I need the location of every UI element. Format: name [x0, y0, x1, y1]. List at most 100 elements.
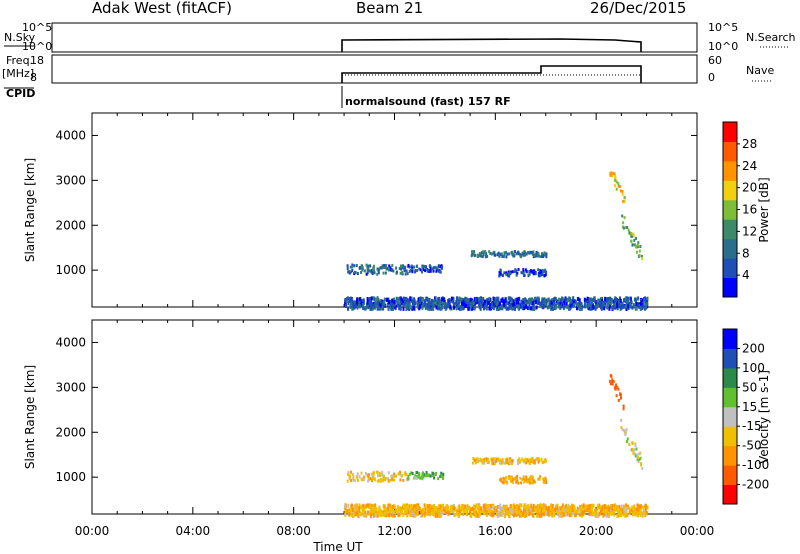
velocity-colorbar-label: Velocity [m s-1]: [757, 370, 771, 464]
velocity-echo-cell: [570, 513, 573, 518]
power-echo-cell: [418, 267, 421, 271]
power-echo-cell: [558, 297, 560, 302]
velocity-echo-cell: [526, 480, 529, 484]
power-echo-cell: [474, 297, 477, 302]
power-echo-cell: [367, 269, 370, 272]
power-echo-cell: [383, 266, 385, 269]
velocity-echo-cell: [632, 451, 635, 455]
power-echo-cell: [515, 300, 518, 305]
power-echo-cell: [409, 305, 412, 310]
velocity-echo-cell: [363, 475, 366, 479]
velocity-echo-cell: [499, 478, 502, 482]
power-echo-cell: [555, 305, 558, 310]
power-echo-cell: [400, 267, 403, 271]
power-echo-cell: [628, 231, 631, 235]
velocity-echo-cell: [555, 509, 558, 514]
velocity-echo-cell: [411, 472, 414, 475]
power-echo-cell: [536, 296, 539, 301]
power-echo-cell: [376, 303, 379, 307]
power-echo-cell: [486, 255, 489, 258]
power-echo-cell: [630, 239, 633, 243]
power-echo-cell: [545, 300, 548, 305]
power-echo-cell: [351, 265, 354, 269]
velocity-echo-cell: [370, 511, 373, 516]
velocity-echo-cell: [536, 457, 538, 461]
power-panel: 4000 3000 2000 1000 Slant Range [km] 28 24 20…: [23, 112, 771, 311]
power-echo-cell: [383, 297, 386, 302]
power-echo-cell: [456, 298, 459, 303]
power-colorbar-label: 20: [742, 181, 757, 195]
power-echo-cell: [578, 298, 581, 303]
power-echo-cell: [522, 268, 525, 272]
power-echo-cell: [408, 265, 411, 269]
velocity-echo-cell: [569, 513, 571, 518]
power-echo-cell: [484, 299, 486, 304]
velocity-echo-cell: [515, 480, 518, 484]
velocity-echo-cell: [517, 506, 520, 511]
power-echo-cell: [566, 304, 569, 309]
power-echo-cell: [397, 297, 400, 302]
velocity-echo-cell: [425, 471, 428, 474]
power-echo-cell: [408, 270, 411, 273]
power-echo-cell: [474, 305, 476, 310]
power-echo-cell: [513, 301, 516, 306]
power-colorbar-label: 16: [742, 203, 757, 217]
velocity-echo-cell: [544, 506, 547, 511]
velocity-echo-cell: [382, 504, 385, 508]
velocity-echo-cell: [531, 457, 534, 461]
velocity-echo-cell: [369, 477, 372, 481]
velocity-echo-cell: [515, 509, 518, 514]
velocity-echo-cell: [637, 510, 640, 515]
power-echo-cell: [349, 265, 352, 269]
velocity-echo-cell: [508, 460, 511, 464]
power-echo-cell: [539, 301, 542, 306]
velocity-echo-cell: [521, 513, 524, 518]
velocity-colorbar-label: 200: [742, 341, 765, 355]
power-echo-cell: [361, 299, 364, 304]
velocity-echo-cell: [349, 508, 352, 513]
velocity-echo-cell: [518, 513, 521, 518]
power-echo-cell: [379, 306, 382, 311]
velocity-echo-cell: [344, 510, 347, 514]
power-echo-cell: [633, 238, 636, 242]
velocity-echo-cell: [477, 504, 480, 509]
velocity-echo-cell: [466, 507, 469, 512]
velocity-echo-cell: [410, 471, 413, 475]
velocity-echo-cell: [421, 471, 424, 475]
power-echo-cell: [604, 296, 607, 301]
power-echo-cell: [488, 297, 491, 302]
power-echo-cell: [466, 298, 469, 302]
power-echo-cell: [421, 305, 424, 310]
power-echo-cell: [515, 269, 518, 273]
power-echo-cell: [394, 304, 397, 309]
power-echo-cell: [638, 249, 641, 253]
power-echo-cell: [473, 253, 476, 257]
velocity-echo-cell: [628, 510, 631, 515]
date-title: 26/Dec/2015: [590, 0, 686, 17]
velocity-echo-cell: [479, 506, 482, 511]
velocity-echo-cell: [362, 503, 365, 508]
power-echo-cell: [629, 302, 632, 306]
velocity-echo-cell: [626, 437, 629, 441]
velocity-echo-cell: [641, 466, 644, 470]
velocity-echo-cell: [620, 504, 623, 509]
power-echo-cell: [452, 296, 455, 301]
velocity-echo-cell: [364, 513, 367, 518]
velocity-echo-cell: [346, 509, 349, 514]
velocity-echo-cell: [586, 508, 589, 513]
power-echo-cell: [366, 297, 369, 301]
velocity-echo-cell: [636, 511, 639, 516]
power-echo-cell: [492, 296, 495, 301]
power-echo-cell: [433, 299, 436, 303]
power-echo-cell: [622, 226, 625, 230]
velocity-colorbar-segment: [723, 329, 737, 349]
velocity-echo-cell: [585, 504, 588, 509]
power-echo-cell: [409, 268, 412, 272]
velocity-echo-cell: [350, 503, 353, 508]
velocity-echo-cell: [519, 459, 522, 463]
velocity-echo-cell: [421, 512, 424, 517]
power-echo-cell: [629, 296, 632, 301]
power-echo-cell: [604, 299, 606, 304]
velocity-echo-cell: [512, 478, 514, 482]
velocity-echo-cell: [398, 506, 401, 511]
